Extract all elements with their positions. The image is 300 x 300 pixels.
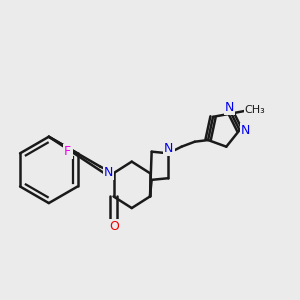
Text: N: N	[164, 142, 174, 154]
Text: N: N	[225, 101, 234, 114]
Text: N: N	[241, 124, 250, 137]
Text: N: N	[104, 166, 113, 179]
Text: F: F	[65, 145, 72, 158]
Text: O: O	[109, 220, 119, 233]
Text: CH₃: CH₃	[245, 105, 266, 115]
Text: F: F	[64, 146, 71, 158]
